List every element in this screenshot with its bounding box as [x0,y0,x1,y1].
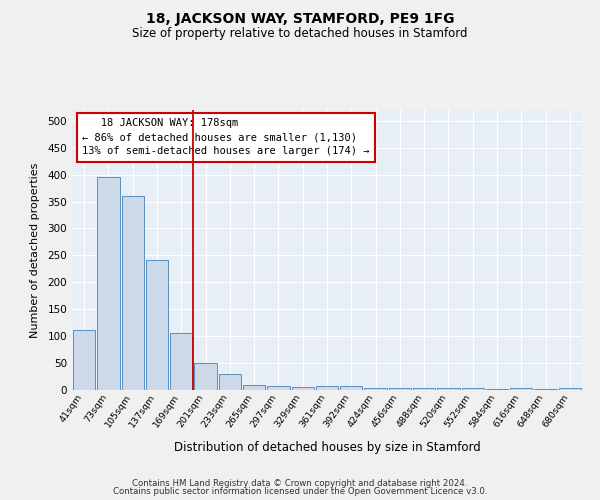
Text: Contains HM Land Registry data © Crown copyright and database right 2024.: Contains HM Land Registry data © Crown c… [132,478,468,488]
Bar [437,388,460,390]
Text: 18, JACKSON WAY, STAMFORD, PE9 1FG: 18, JACKSON WAY, STAMFORD, PE9 1FG [146,12,454,26]
Bar [243,384,265,390]
Bar [292,388,314,390]
Bar [340,386,362,390]
Bar [461,388,484,390]
Bar [486,389,508,390]
Bar [316,386,338,390]
Bar [194,363,217,390]
Bar [146,260,168,390]
Bar [122,196,144,390]
Text: Size of property relative to detached houses in Stamford: Size of property relative to detached ho… [132,28,468,40]
Bar [413,388,436,390]
Bar [559,388,581,390]
Bar [97,178,119,390]
Text: 18 JACKSON WAY: 178sqm
← 86% of detached houses are smaller (1,130)
13% of semi-: 18 JACKSON WAY: 178sqm ← 86% of detached… [82,118,370,156]
Bar [364,388,387,390]
Bar [389,388,411,390]
Y-axis label: Number of detached properties: Number of detached properties [31,162,40,338]
Bar [170,334,193,390]
X-axis label: Distribution of detached houses by size in Stamford: Distribution of detached houses by size … [173,440,481,454]
Bar [535,389,557,390]
Bar [218,374,241,390]
Bar [73,330,95,390]
Bar [267,386,290,390]
Text: Contains public sector information licensed under the Open Government Licence v3: Contains public sector information licen… [113,487,487,496]
Bar [510,388,532,390]
